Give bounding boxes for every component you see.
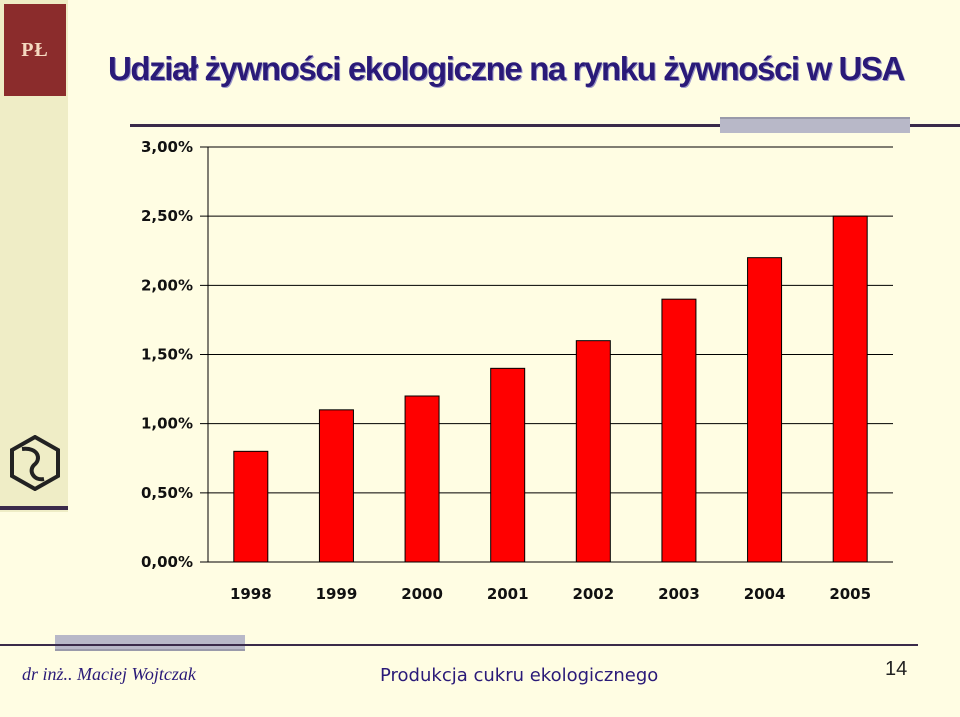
bar-2001 xyxy=(490,367,526,563)
x-tick-label: 2004 xyxy=(744,585,786,603)
y-tick-label: 1,00% xyxy=(141,415,193,433)
y-tick-label: 2,50% xyxy=(141,207,193,225)
x-tick-label: 2005 xyxy=(829,585,871,603)
y-tick-label: 1,50% xyxy=(141,346,193,364)
author-name: dr inż.. Maciej Wojtczak xyxy=(22,664,196,684)
x-tick-label: 1999 xyxy=(316,585,358,603)
bar-2002 xyxy=(575,340,611,563)
bar-2003 xyxy=(661,298,697,563)
x-tick-label: 2001 xyxy=(487,585,529,603)
bar-2004 xyxy=(747,257,783,563)
bar-2000 xyxy=(404,395,440,563)
page-number: 14 xyxy=(885,658,908,680)
header-accent-bar xyxy=(720,117,910,133)
presentation-subject: Produkcja cukru ekologicznego xyxy=(380,665,659,686)
footer-accent-bar xyxy=(55,635,245,651)
header-divider xyxy=(130,124,960,127)
x-tick-label: 2003 xyxy=(658,585,700,603)
footer-divider xyxy=(0,644,918,646)
bar-1998 xyxy=(233,450,269,563)
sidebar-divider xyxy=(0,506,68,510)
university-logo: PŁ xyxy=(4,4,66,96)
y-tick-label: 3,00% xyxy=(141,138,193,156)
slide-title: Udział żywności ekologiczne na rynku żyw… xyxy=(108,50,905,87)
emblem-icon xyxy=(10,435,60,491)
logo-text: PŁ xyxy=(21,38,49,61)
bar-2005 xyxy=(832,215,868,563)
y-tick-label: 0,50% xyxy=(141,484,193,502)
y-tick-label: 2,00% xyxy=(141,276,193,294)
y-tick-label: 0,00% xyxy=(141,553,193,571)
x-tick-label: 2000 xyxy=(401,585,443,603)
x-tick-label: 1998 xyxy=(230,585,272,603)
x-tick-label: 2002 xyxy=(572,585,614,603)
bar-1999 xyxy=(318,409,354,563)
